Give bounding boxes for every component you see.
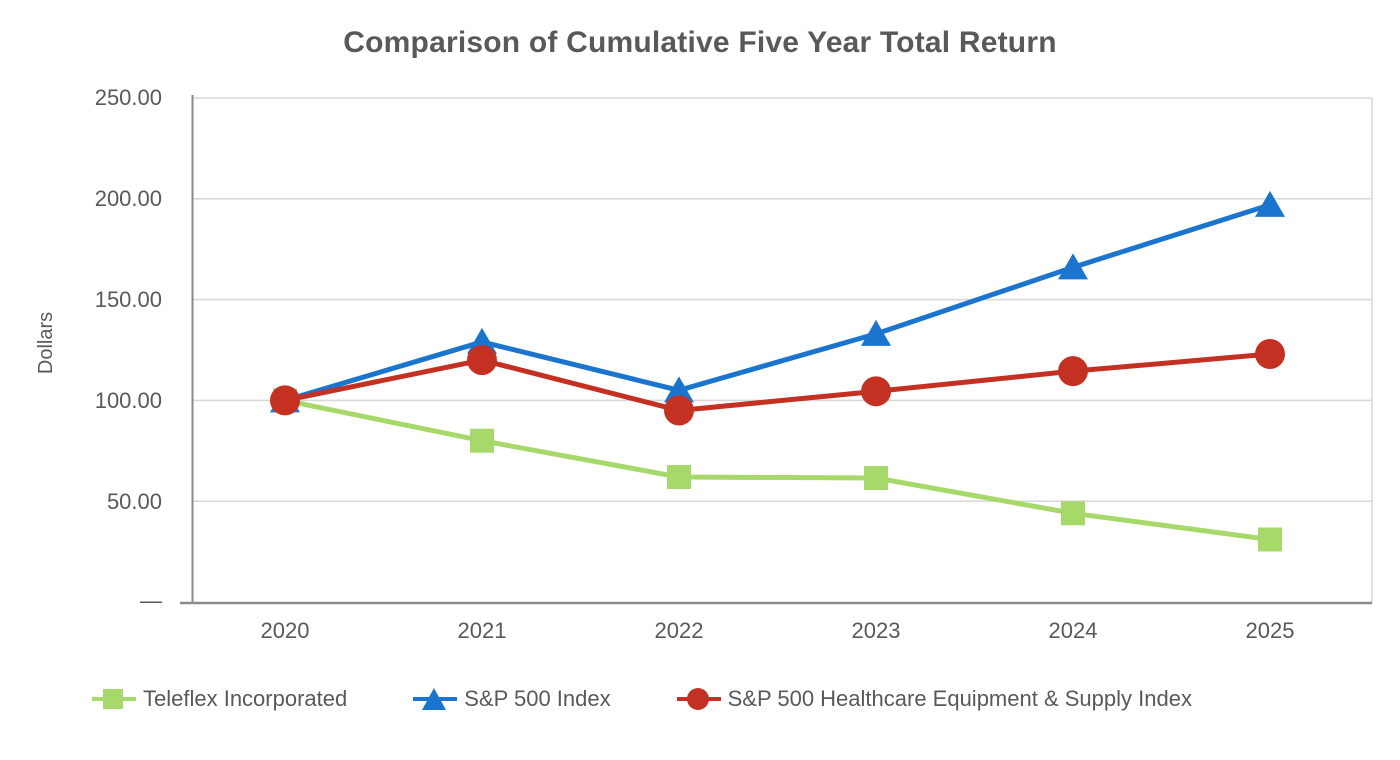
triangle-icon: [422, 688, 447, 710]
square-icon: [103, 689, 123, 709]
legend-label: Teleflex Incorporated: [143, 686, 348, 711]
series-teleflex-marker-square: [1258, 527, 1282, 552]
legend-label: S&P 500 Healthcare Equipment & Supply In…: [727, 686, 1192, 711]
series-sp500-marker-triangle: [664, 376, 694, 403]
series-teleflex-marker-square: [470, 428, 494, 453]
series-sp500-healthcare-marker-circle: [270, 385, 300, 416]
series-sp500-marker-triangle: [861, 319, 891, 346]
series-sp500-healthcare-line: [284, 351, 1271, 413]
series-sp500-healthcare-marker-circle: [861, 376, 891, 407]
series-teleflex-marker-square: [1061, 501, 1085, 526]
series-teleflex-marker-square: [864, 466, 888, 491]
legend-item-sp500: S&P 500 Index: [413, 684, 611, 714]
square-legend-marker-icon: [92, 689, 136, 709]
triangle-legend-marker-icon: [413, 688, 458, 710]
series-sp500-healthcare-marker-circle: [1058, 356, 1088, 387]
circle-legend-marker-icon: [676, 688, 721, 710]
x-axis-tick-label: 2023: [851, 618, 901, 643]
x-axis-tick-label: 2020: [260, 618, 310, 643]
x-axis-tick-label: 2021: [457, 618, 507, 643]
series-sp500-line: [284, 202, 1271, 403]
y-axis-tick-label: 250.00: [94, 85, 162, 110]
series-teleflex-marker-square: [667, 465, 691, 490]
chart-legend: Teleflex Incorporated S&P 500 Index S&P 50…: [92, 684, 1192, 714]
y-axis-tick-label: 100.00: [94, 388, 162, 413]
x-axis-tick-label: 2025: [1245, 618, 1295, 643]
legend-label: S&P 500 Index: [464, 686, 611, 711]
y-axis-tick-label: —: [140, 588, 162, 613]
x-axis-tick-label: 2024: [1048, 618, 1098, 643]
legend-item-teleflex: Teleflex Incorporated: [92, 684, 347, 714]
series-sp500-marker-triangle: [1058, 253, 1088, 280]
chart-title: Comparison of Cumulative Five Year Total…: [343, 26, 1057, 59]
series-sp500-healthcare-marker-circle: [467, 345, 497, 376]
series-sp500-healthcare-marker-circle: [1255, 339, 1285, 370]
x-axis-tick-label: 2022: [654, 618, 704, 643]
series-teleflex-line: [284, 397, 1271, 542]
y-axis-tick-label: 50.00: [106, 489, 162, 514]
legend-item-sp500-healthcare: S&P 500 Healthcare Equipment & Supply In…: [676, 684, 1192, 714]
circle-icon: [686, 688, 709, 710]
y-axis-tick-label: 150.00: [94, 287, 162, 312]
series-sp500-marker-triangle: [1255, 190, 1285, 217]
y-axis-tick-label: 200.00: [94, 186, 162, 211]
series-sp500-healthcare-marker-circle: [664, 395, 694, 426]
